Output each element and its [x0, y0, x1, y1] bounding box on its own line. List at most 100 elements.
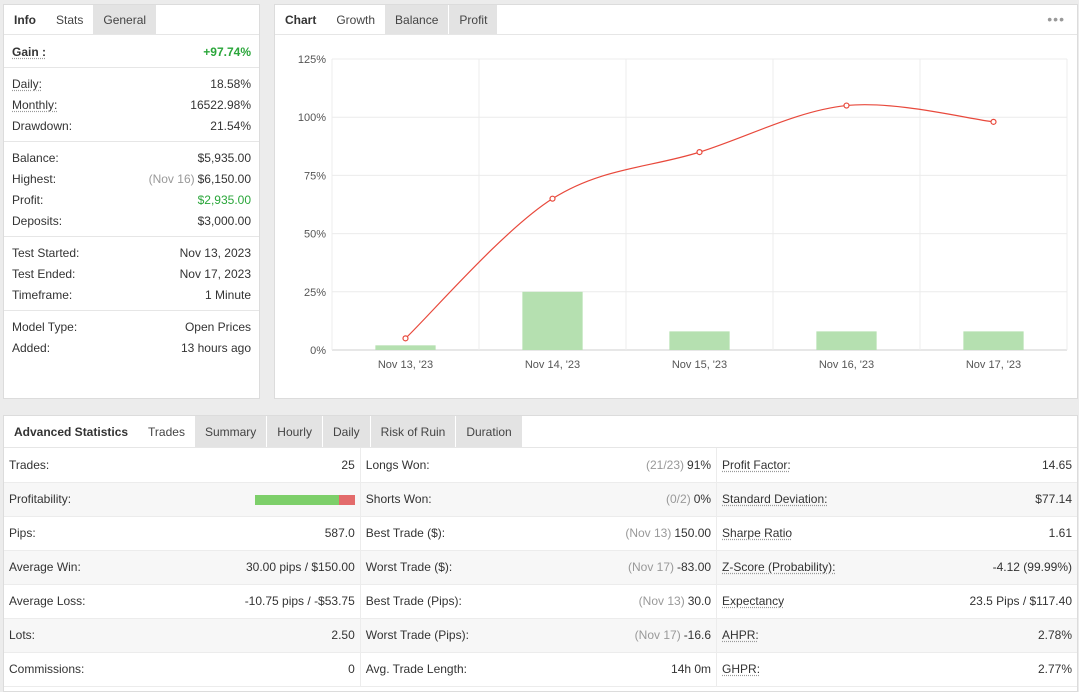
stat-label: Pips: — [4, 516, 154, 551]
stat-value-prefix: (Nov 13) — [625, 526, 672, 540]
stat-row-added: Added: 13 hours ago — [4, 337, 259, 358]
y-tick-label: 0% — [310, 345, 326, 357]
gain-label[interactable]: Gain : — [12, 44, 47, 59]
stat-value: 1.61 — [896, 516, 1077, 551]
timeframe-value: 1 Minute — [204, 287, 251, 302]
stat-label-cell: Z-Score (Probability): — [716, 550, 897, 585]
stat-value: 30.0 — [687, 594, 712, 608]
tab-balance[interactable]: Balance — [385, 5, 450, 34]
tab-general[interactable]: General — [93, 5, 158, 34]
stat-value-prefix: (21/23) — [645, 457, 685, 472]
tab-summary[interactable]: Summary — [194, 416, 268, 447]
highest-value: $6,150.00 — [197, 171, 251, 186]
growth-bar — [963, 331, 1024, 350]
timeframe-label: Timeframe: — [12, 287, 73, 302]
tab-growth[interactable]: Growth — [326, 5, 386, 34]
stat-label-cell: Expectancy — [716, 584, 897, 619]
monthly-label[interactable]: Monthly: — [12, 97, 58, 112]
stat-label: Worst Trade ($): — [360, 550, 511, 585]
stat-value-cell: 14h 0m — [510, 652, 718, 687]
table-row: Profitability: Shorts Won: (0/2) 0% Standard… — [4, 482, 1077, 517]
stat-label[interactable]: GHPR: — [722, 662, 761, 676]
stat-label[interactable]: Z-Score (Probability): — [722, 560, 836, 574]
stat-value: 23.5 Pips / $117.40 — [896, 584, 1077, 619]
stat-label: Avg. Trade Length: — [360, 652, 511, 687]
added-value: 13 hours ago — [180, 340, 251, 355]
stat-label: Longs Won: — [360, 448, 511, 483]
stat-label-cell: Sharpe Ratio — [716, 516, 897, 551]
added-label: Added: — [12, 340, 51, 355]
test-ended-value: Nov 17, 2023 — [179, 266, 251, 281]
table-row: Pips: 587.0 Best Trade ($): (Nov 13) 150.00 S… — [4, 516, 1077, 551]
stat-value: -16.6 — [683, 628, 712, 642]
stat-label-cell: GHPR: — [716, 652, 897, 687]
stat-value: 91% — [687, 457, 712, 472]
x-tick-label: Nov 17, '23 — [966, 359, 1021, 371]
y-tick-label: 25% — [304, 287, 326, 299]
y-tick-label: 75% — [304, 170, 326, 182]
stat-label[interactable]: AHPR: — [722, 628, 759, 642]
tab-info[interactable]: Info — [14, 13, 36, 27]
divider — [4, 236, 259, 237]
divider — [4, 67, 259, 68]
daily-label[interactable]: Daily: — [12, 76, 43, 91]
tab-chart[interactable]: Chart — [285, 13, 317, 27]
stat-value: -10.75 pips / -$53.75 — [153, 584, 361, 619]
tab-daily[interactable]: Daily — [322, 416, 371, 447]
stat-label: Commissions: — [4, 652, 154, 687]
balance-label: Balance: — [12, 150, 59, 165]
stat-label: Lots: — [4, 618, 154, 653]
stat-value-prefix: (Nov 17) — [628, 560, 675, 574]
tab-stats[interactable]: Stats — [46, 5, 94, 34]
stat-label[interactable]: Standard Deviation: — [722, 492, 828, 506]
stat-value: -83.00 — [677, 560, 712, 574]
stat-value: 0% — [693, 492, 712, 506]
growth-point — [843, 102, 850, 109]
highest-value-wrap: (Nov 16) $6,150.00 — [149, 172, 251, 186]
stat-label: Average Loss: — [4, 584, 154, 619]
stat-value-cell: (0/2) 0% — [510, 482, 718, 517]
stat-label-cell: AHPR: — [716, 618, 897, 653]
stat-label[interactable]: Sharpe Ratio — [722, 526, 793, 540]
stat-row-test-ended: Test Ended: Nov 17, 2023 — [4, 263, 259, 284]
drawdown-label: Drawdown: — [12, 118, 73, 133]
profitability-bar-cell — [153, 482, 361, 517]
growth-line — [405, 104, 994, 339]
profit-value: $2,935.00 — [197, 192, 251, 207]
growth-bar — [816, 331, 877, 350]
model-type-label: Model Type: — [12, 319, 78, 334]
stat-value: 2.50 — [153, 618, 361, 653]
growth-point — [990, 118, 997, 125]
tab-risk-of-ruin[interactable]: Risk of Ruin — [370, 416, 457, 447]
growth-bar — [669, 331, 730, 350]
y-tick-label: 125% — [298, 54, 326, 66]
stat-value: 587.0 — [153, 516, 361, 551]
tab-trades[interactable]: Trades — [138, 416, 195, 447]
monthly-value: 16522.98% — [190, 97, 251, 112]
test-started-label: Test Started: — [12, 245, 80, 260]
table-row: Trades: 25 Longs Won: (21/23) 91% Profit Fact… — [4, 448, 1077, 483]
table-row: Commissions: 0 Avg. Trade Length: 14h 0m GHP… — [4, 652, 1077, 687]
stat-label[interactable]: Expectancy — [722, 594, 785, 608]
stat-value: 150.00 — [674, 526, 712, 540]
stat-value: $77.14 — [896, 482, 1077, 517]
stat-label-cell: Standard Deviation: — [716, 482, 897, 517]
stat-row-balance: Balance: $5,935.00 — [4, 147, 259, 168]
stat-label: Trades: — [4, 448, 154, 483]
tab-profit[interactable]: Profit — [449, 5, 499, 34]
more-dots-icon[interactable]: ••• — [1047, 11, 1065, 27]
chart-panel: Chart Growth Balance Profit ••• 0% 25% 50%… — [274, 4, 1078, 399]
stat-label[interactable]: Profit Factor: — [722, 457, 791, 472]
stat-row-deposits: Deposits: $3,000.00 — [4, 210, 259, 231]
tab-hourly[interactable]: Hourly — [267, 416, 323, 447]
stat-value-cell: (Nov 17) -16.6 — [510, 618, 718, 653]
stat-value: 14.65 — [896, 448, 1077, 483]
stat-label: Shorts Won: — [360, 482, 511, 517]
stat-row-drawdown: Drawdown: 21.54% — [4, 115, 259, 136]
growth-point — [549, 195, 556, 202]
tab-duration[interactable]: Duration — [456, 416, 523, 447]
advanced-statistics-panel: Advanced Statistics Trades Summary Hourl… — [3, 415, 1078, 692]
balance-value: $5,935.00 — [197, 150, 251, 165]
stat-value: 0 — [153, 652, 361, 687]
stat-value: 14h 0m — [671, 662, 712, 676]
